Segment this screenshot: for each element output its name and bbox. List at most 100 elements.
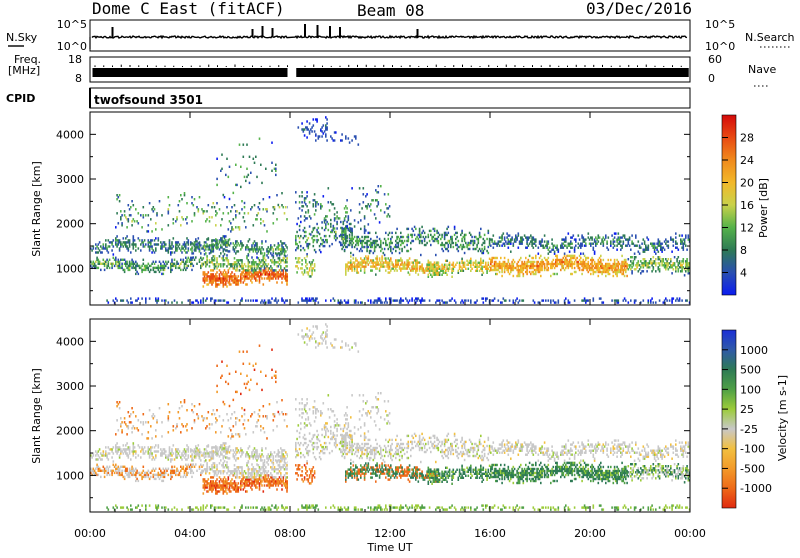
power-colorbar-tick-label: 24 — [740, 154, 754, 167]
power-cell — [629, 236, 631, 238]
power-cell — [369, 261, 371, 263]
power-cell — [591, 236, 593, 238]
power-cell — [441, 234, 443, 236]
power-cell — [336, 227, 338, 229]
power-cell — [544, 263, 546, 265]
power-cell — [544, 240, 546, 242]
power-cell — [446, 274, 448, 276]
power-cell — [221, 168, 223, 170]
velocity-cell — [230, 490, 232, 492]
velocity-cell — [121, 470, 123, 472]
power-cell — [391, 252, 393, 254]
power-cell — [358, 221, 360, 223]
power-cell — [564, 255, 566, 257]
power-cell — [128, 301, 130, 303]
power-colorbar-tick-label: 28 — [740, 132, 754, 145]
velocity-cell — [124, 476, 126, 478]
power-cell — [385, 232, 387, 234]
power-cell — [648, 299, 650, 301]
power-cell — [155, 271, 157, 273]
power-cell — [554, 251, 556, 253]
velocity-cell — [173, 444, 175, 446]
power-cell — [130, 251, 132, 253]
power-cell — [191, 242, 193, 244]
velocity-cell — [126, 468, 128, 470]
power-cell — [390, 246, 392, 248]
power-cell — [661, 243, 663, 245]
power-cell — [501, 301, 503, 303]
power-cell — [279, 244, 281, 246]
power-cell — [509, 299, 511, 301]
power-cell — [494, 297, 496, 299]
power-cell — [171, 259, 173, 261]
power-cell — [470, 299, 472, 301]
power-cell — [154, 208, 156, 210]
velocity-cell — [105, 446, 107, 448]
power-cell — [451, 276, 453, 278]
power-cell — [605, 275, 607, 277]
power-cell — [180, 269, 182, 271]
power-cell — [181, 301, 183, 303]
power-cell — [389, 205, 391, 207]
velocity-cell — [158, 444, 160, 446]
power-cell — [251, 256, 253, 258]
power-cell — [550, 275, 552, 277]
power-cell — [359, 211, 361, 213]
power-cell — [214, 255, 216, 257]
power-cell — [270, 265, 272, 267]
power-cell — [278, 277, 280, 279]
power-cell — [113, 263, 115, 265]
power-cell — [244, 176, 246, 178]
power-cell — [301, 201, 303, 203]
power-cell — [633, 260, 635, 262]
power-cell — [219, 240, 221, 242]
power-cell — [129, 208, 131, 210]
power-cell — [314, 235, 316, 237]
power-cell — [325, 116, 327, 118]
power-cell — [109, 245, 111, 247]
power-cell — [188, 299, 190, 301]
power-cell — [359, 187, 361, 189]
power-cell — [226, 277, 228, 279]
power-cell — [299, 229, 301, 231]
power-cell — [354, 225, 356, 227]
power-cell — [653, 256, 655, 258]
power-cell — [168, 301, 170, 303]
power-cell — [683, 260, 685, 262]
power-cell — [364, 215, 366, 217]
power-cell — [381, 255, 383, 257]
power-cell — [315, 251, 317, 253]
power-cell — [241, 208, 243, 210]
power-cell — [223, 194, 225, 196]
power-cell — [390, 257, 392, 259]
power-cell — [141, 297, 143, 299]
power-cell — [281, 269, 283, 271]
power-cell — [306, 267, 308, 269]
power-cell — [396, 269, 398, 271]
power-cell — [329, 235, 331, 237]
power-cell — [578, 234, 580, 236]
power-cell — [380, 185, 382, 187]
power-cell — [206, 210, 208, 212]
power-cell — [200, 244, 202, 246]
power-cell — [430, 244, 432, 246]
power-cell — [243, 144, 245, 146]
power-cell — [123, 299, 125, 301]
power-cell — [398, 261, 400, 263]
power-cell — [268, 263, 270, 265]
power-cell — [298, 245, 300, 247]
power-cell — [301, 191, 303, 193]
power-cell — [446, 260, 448, 262]
power-cell — [584, 255, 586, 257]
power-cell — [494, 240, 496, 242]
power-cell — [613, 275, 615, 277]
power-cell — [224, 240, 226, 242]
power-cell — [518, 247, 520, 249]
power-cell — [673, 245, 675, 247]
power-cell — [384, 254, 386, 256]
power-cell — [263, 283, 265, 285]
power-cell — [199, 196, 201, 198]
velocity-cell — [174, 470, 176, 472]
velocity-cell — [179, 472, 181, 474]
power-cell — [579, 238, 581, 240]
